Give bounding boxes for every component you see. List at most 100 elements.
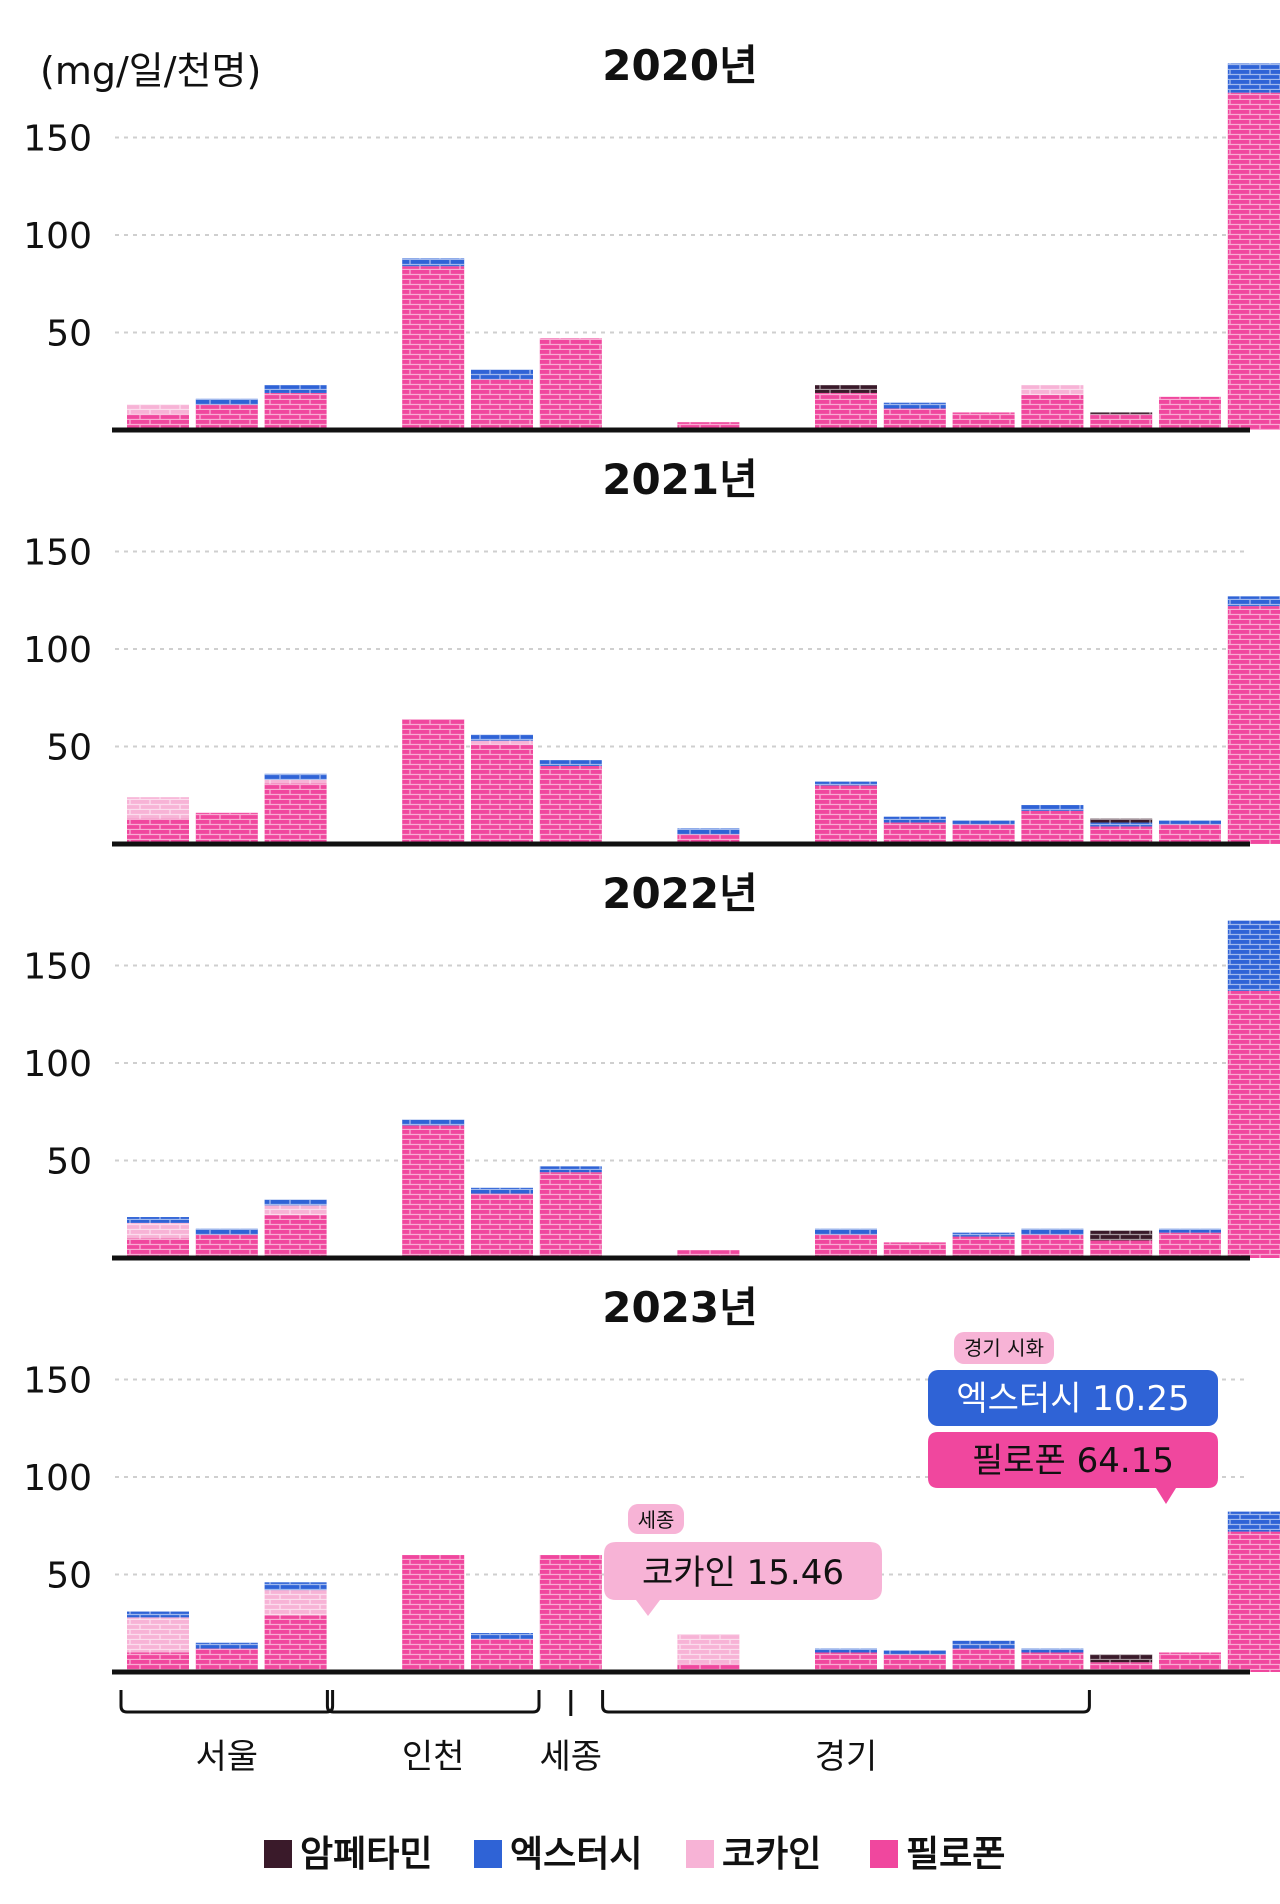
unit-label: (mg/일/천명) (40, 49, 261, 93)
bar-ecstasy (815, 1228, 877, 1235)
bar-texture (471, 1193, 533, 1258)
bar-ecstasy (883, 1650, 946, 1655)
bar-methamphetamine (402, 1555, 465, 1672)
bar-texture (195, 1234, 258, 1258)
bar-texture (815, 385, 877, 393)
bar-methamphetamine (402, 719, 465, 844)
bar-texture (127, 1238, 189, 1258)
bar-amphetamine (815, 385, 877, 393)
bar-methamphetamine (195, 1648, 258, 1672)
bar-methamphetamine (883, 822, 946, 844)
panel-3: 2023년 50 100 150 (23, 1283, 1280, 1675)
bar-methamphetamine (539, 1555, 602, 1672)
bar-ecstasy (402, 1119, 465, 1126)
bar-texture (1090, 818, 1153, 823)
callout-bubble (604, 1542, 882, 1616)
bar-texture (471, 744, 533, 844)
bar-texture (1227, 1511, 1280, 1532)
bar-methamphetamine (264, 1215, 327, 1258)
bar-cocaine (127, 1617, 189, 1653)
bar-methamphetamine (815, 785, 877, 844)
bar-ecstasy (1227, 596, 1280, 607)
bar-texture (1090, 1230, 1153, 1241)
legend-swatch-ecstasy (474, 1840, 502, 1868)
bar-methamphetamine (402, 1125, 465, 1258)
bar-texture (815, 785, 877, 844)
bar-texture (539, 1172, 602, 1258)
bar-methamphetamine (815, 392, 877, 430)
bar-texture (1021, 1228, 1084, 1235)
bar-texture (264, 773, 327, 780)
bar-methamphetamine (471, 379, 533, 430)
group-label: 서울 (196, 1737, 259, 1777)
panel-title: 2023년 (602, 1283, 758, 1332)
panel-2: 2022년 50 100 150 (23, 869, 1280, 1261)
bar-methamphetamine (1021, 810, 1084, 844)
bar-methamphetamine (127, 1652, 189, 1672)
bar-texture (883, 408, 946, 430)
bar-texture (539, 766, 602, 844)
legend-label: 엑스터시 (510, 1834, 642, 1875)
bar-methamphetamine (883, 1242, 946, 1258)
callout-tag-bg (954, 1332, 1054, 1364)
panel-title: 2021년 (602, 455, 758, 504)
bar-texture (539, 1555, 602, 1672)
bar-texture (1159, 820, 1221, 825)
bar-texture (127, 818, 189, 844)
bar-texture (127, 404, 189, 415)
bar-amphetamine (1090, 818, 1153, 823)
bar-texture (1021, 394, 1084, 430)
bar-texture (952, 412, 1015, 430)
bar-texture (402, 258, 465, 267)
bar-cocaine (1021, 385, 1084, 395)
bar-texture (1090, 412, 1153, 415)
bar-ecstasy (195, 1228, 258, 1235)
bar-texture (264, 779, 327, 784)
bar-ecstasy (127, 1217, 189, 1223)
bar-texture (815, 1648, 877, 1653)
bar-texture (127, 1222, 189, 1239)
y-tick-label: 150 (23, 947, 92, 988)
bar-ecstasy (1159, 820, 1221, 825)
bar-ecstasy (883, 816, 946, 823)
bar-texture (1159, 824, 1221, 844)
y-tick-label: 50 (46, 1556, 92, 1597)
bar-amphetamine (1090, 1654, 1153, 1663)
bar-ecstasy (539, 1166, 602, 1173)
bar-texture (883, 822, 946, 844)
bar-methamphetamine (1227, 990, 1280, 1258)
bar-texture (471, 1187, 533, 1194)
bar-ecstasy (815, 781, 877, 786)
bar-texture (471, 369, 533, 380)
bar-ecstasy (195, 398, 258, 405)
bar-methamphetamine (1090, 1662, 1153, 1672)
bar-methamphetamine (677, 834, 740, 844)
bar-texture (952, 1640, 1015, 1649)
bar-texture (264, 783, 327, 844)
y-tick-label: 150 (23, 119, 92, 160)
bar-texture (127, 1217, 189, 1223)
bar-methamphetamine (1090, 414, 1153, 430)
bar-methamphetamine (264, 1615, 327, 1672)
bar-methamphetamine (1227, 92, 1280, 431)
y-tick-label: 150 (23, 1361, 92, 1402)
bar-texture (264, 1199, 327, 1206)
bar-methamphetamine (1227, 606, 1280, 844)
bar-texture (195, 398, 258, 405)
panel-1: 2021년 50 100 150 (23, 455, 1280, 847)
bar-ecstasy (471, 1633, 533, 1639)
bar-texture (677, 1664, 740, 1672)
bar-amphetamine (1090, 1230, 1153, 1241)
callout-text: 엑스터시 10.25 (956, 1379, 1189, 1419)
bar-cocaine (127, 797, 189, 819)
panel-0: 2020년 50 100 150 (23, 41, 1280, 433)
bar-methamphetamine (1159, 396, 1221, 430)
bar-methamphetamine (1090, 826, 1153, 844)
bar-methamphetamine (539, 338, 602, 430)
bar-texture (127, 1652, 189, 1672)
bar-methamphetamine (402, 266, 465, 430)
bar-methamphetamine (952, 412, 1015, 430)
bar-texture (815, 1652, 877, 1672)
bar-methamphetamine (883, 1654, 946, 1672)
bar-texture (264, 1215, 327, 1258)
